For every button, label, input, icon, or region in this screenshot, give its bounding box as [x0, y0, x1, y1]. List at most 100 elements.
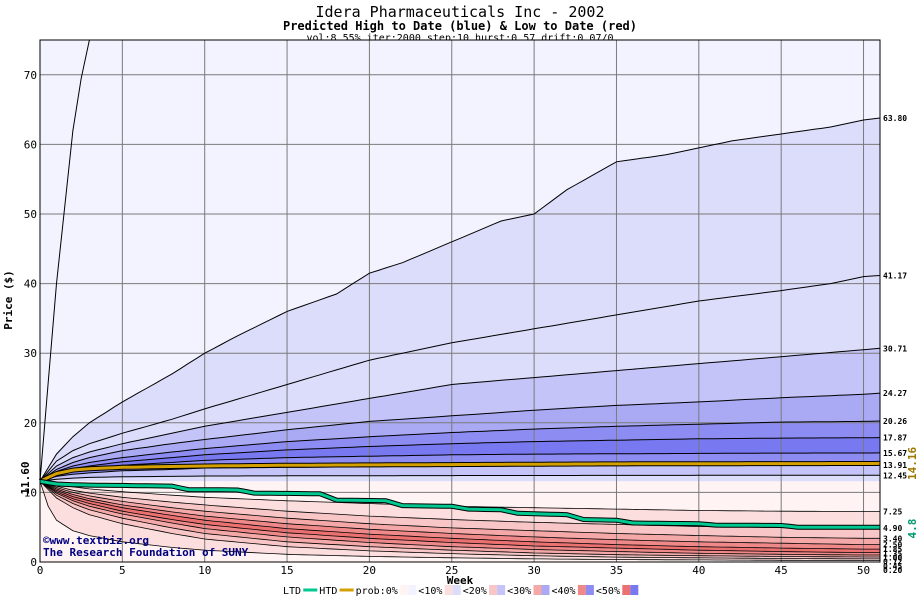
- htd-end-label: 14.16: [906, 447, 919, 480]
- high-series-line: [39, 347, 881, 482]
- end-value-label: 1.85: [883, 545, 902, 554]
- low-series-line: [39, 480, 880, 545]
- legend-prob-label: <40%: [552, 586, 576, 597]
- legend-low-swatch: [533, 585, 542, 595]
- x-tick-label: 0: [37, 564, 44, 577]
- low-series-line: [39, 480, 880, 556]
- legend-prob-label: <30%: [507, 586, 531, 597]
- end-value-label: 13.91: [883, 461, 907, 470]
- end-value-label: 12.45: [883, 471, 907, 480]
- credit-url: ©www.textbiz.org: [43, 534, 149, 547]
- low-series-line: [39, 480, 880, 550]
- legend-low-swatch: [489, 585, 498, 595]
- start-price-label: 11.60: [19, 461, 32, 494]
- ltd-end-label: 4.8: [906, 519, 919, 539]
- low-band: [40, 481, 880, 528]
- legend-ltd-label: LTD: [283, 586, 301, 597]
- series-lines: [38, 39, 881, 561]
- x-tick-label: 35: [610, 564, 623, 577]
- legend-high-swatch: [585, 585, 594, 595]
- y-tick-label: 30: [24, 347, 37, 360]
- x-tick-label: 15: [280, 564, 293, 577]
- chart-params: vol:8.55% iter:2000 step:10 hurst:0.57 d…: [306, 33, 613, 44]
- x-tick-label: 40: [692, 564, 705, 577]
- y-tick-label: 10: [24, 486, 37, 499]
- end-value-label: 0.20: [883, 566, 902, 575]
- legend-low-swatch: [400, 585, 409, 595]
- high-series-line: [39, 392, 881, 482]
- high-series-line: [39, 452, 881, 482]
- legend-high-swatch: [630, 585, 639, 595]
- low-band: [40, 481, 880, 545]
- high-band: [40, 465, 880, 482]
- legend-high-swatch: [452, 585, 461, 595]
- low-band: [40, 481, 880, 512]
- high-series-line: [39, 420, 881, 482]
- end-value-label: 1.35: [883, 549, 902, 558]
- legend-prob-label: <20%: [463, 586, 487, 597]
- band-areas: [40, 40, 880, 562]
- legend: LTD HTD prob:0% <10% <20% <30% <40% <50%: [283, 585, 639, 597]
- chart-subtitle: Predicted High to Date (blue) & Low to D…: [283, 19, 637, 33]
- low-band: [40, 481, 880, 550]
- legend-low-swatch: [577, 585, 586, 595]
- high-band: [40, 393, 880, 482]
- high-series-line: [39, 437, 881, 482]
- low-series-line: [39, 480, 880, 558]
- high-band: [40, 437, 880, 482]
- legend-prob-label: prob:0%: [356, 586, 398, 597]
- end-value-label: 24.27: [883, 389, 907, 398]
- htd-line: [39, 461, 881, 483]
- end-value-label: 15.67: [883, 449, 907, 458]
- legend-prob-label: <10%: [418, 586, 442, 597]
- end-labels: 63.80 41.17 30.71 24.27 20.26 17.87 15.67 13.91…: [883, 114, 919, 575]
- high-band: [40, 421, 880, 482]
- x-tick-label: 10: [198, 564, 211, 577]
- axes: 0 5 10 15 20 25 30 35 40 45 50 0 10 20 30 40 50 60 70: [24, 39, 881, 577]
- low-band: [40, 481, 880, 562]
- end-value-label: 4.90: [883, 524, 902, 533]
- legend-high-swatch: [408, 585, 417, 595]
- x-tick-label: 50: [857, 564, 870, 577]
- end-value-label: 2.50: [883, 541, 902, 550]
- ltd-line: [39, 479, 880, 529]
- low-band: [40, 481, 880, 539]
- end-value-label: 20.26: [883, 417, 907, 426]
- high-band: [40, 40, 880, 482]
- high-series-line: [39, 474, 880, 482]
- low-series-line: [39, 480, 880, 539]
- legend-high-swatch: [541, 585, 550, 595]
- chart-title: Idera Pharmaceuticals Inc - 2002: [316, 3, 605, 21]
- legend-low-swatch: [622, 585, 631, 595]
- x-tick-label: 5: [119, 564, 126, 577]
- low-series-line: [39, 481, 880, 561]
- end-value-label: 63.80: [883, 114, 907, 123]
- x-tick-label: 25: [445, 564, 458, 577]
- y-tick-label: 60: [24, 138, 37, 151]
- plot-frame: [39, 39, 881, 563]
- x-tick-label: 20: [363, 564, 376, 577]
- end-value-label: 30.71: [883, 344, 907, 353]
- y-tick-label: 40: [24, 278, 37, 291]
- y-tick-label: 0: [30, 556, 37, 569]
- y-tick-label: 70: [24, 69, 37, 82]
- end-value-label: 17.87: [883, 434, 907, 443]
- x-tick-label: 45: [775, 564, 788, 577]
- credit-org: The Research Foundation of SUNY: [43, 546, 249, 559]
- end-value-label: 1.00: [883, 554, 902, 563]
- legend-high-swatch: [497, 585, 506, 595]
- y-axis-label: Price ($): [2, 270, 15, 330]
- high-band: [40, 275, 880, 482]
- high-band: [40, 118, 880, 482]
- y-tick-label: 20: [24, 417, 37, 430]
- high-band: [40, 452, 880, 482]
- end-value-label: 0.45: [883, 562, 902, 571]
- low-series-line: [39, 480, 880, 553]
- high-band: [40, 475, 880, 482]
- end-value-label: 0.72: [883, 558, 902, 567]
- high-series-line: [39, 275, 881, 482]
- y-tick-label: 50: [24, 208, 37, 221]
- x-axis-label: Week: [447, 574, 474, 587]
- end-value-label: 41.17: [883, 272, 907, 281]
